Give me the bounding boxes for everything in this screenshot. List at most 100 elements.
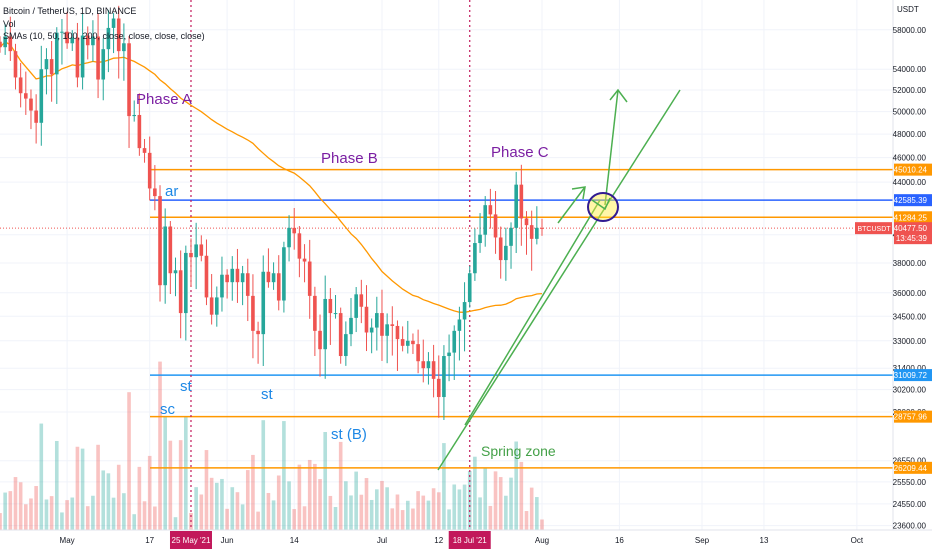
volume-bar <box>452 484 457 530</box>
candle-body <box>189 252 193 258</box>
volume-bar <box>65 500 69 530</box>
price-tick-label: 58000.00 <box>893 26 927 35</box>
volume-bar <box>442 443 446 530</box>
price-tick-label: 25550.00 <box>893 478 927 487</box>
volume-bar <box>426 500 431 530</box>
candle-body <box>292 227 297 234</box>
volume-bar <box>457 489 462 530</box>
candle-body <box>127 43 131 117</box>
volume-bar <box>354 471 358 530</box>
volume-bar <box>8 491 13 530</box>
candle-body <box>405 340 410 346</box>
date-tick-label: Oct <box>851 536 864 545</box>
candle-body <box>266 271 271 283</box>
candle-body <box>338 313 343 357</box>
volume-bar <box>307 459 312 530</box>
wyckoff-event-label: ar <box>165 183 178 200</box>
candle-body <box>535 227 539 239</box>
currency-selector[interactable]: USDT <box>897 5 919 14</box>
volume-bar <box>147 455 152 530</box>
candle-body <box>173 270 178 274</box>
price-tick-label: 23600.00 <box>893 522 927 531</box>
trend-line <box>464 199 601 426</box>
symbol-label: BTCUSDT <box>857 226 891 233</box>
volume-bar <box>18 482 23 530</box>
volume-bar <box>421 495 426 530</box>
candle-body <box>524 218 529 226</box>
volume-bar <box>0 513 2 530</box>
volume-bar <box>431 488 436 530</box>
last-price-countdown: 13:45:39 <box>896 234 928 243</box>
volume-bar <box>49 496 54 530</box>
candle-body <box>60 31 64 33</box>
price-tick-label: 44000.00 <box>893 178 927 187</box>
volume-bar <box>261 420 266 530</box>
volume-bar <box>132 514 137 530</box>
candle-body <box>297 233 302 259</box>
date-marker-lines <box>190 0 471 530</box>
candle-body <box>380 313 384 336</box>
date-tick-label: Jul <box>377 536 387 545</box>
phase-label: Phase B <box>321 150 378 167</box>
volume-bar <box>359 494 364 530</box>
arrowhead <box>609 88 628 103</box>
arrow-up <box>557 186 586 224</box>
volume-bar <box>163 416 167 530</box>
price-tick-label: 34500.00 <box>893 312 927 321</box>
candle-body <box>96 36 100 80</box>
wyckoff-event-label: st <box>180 378 193 395</box>
volume-bar <box>462 484 467 530</box>
volume-bar <box>137 466 142 530</box>
candle-body <box>158 196 162 286</box>
volume-bar <box>251 454 255 530</box>
price-tick-label: 38000.00 <box>893 259 927 268</box>
candle-body <box>199 244 204 256</box>
candle-body <box>153 188 157 197</box>
volume-bar <box>323 432 328 530</box>
candle-body <box>390 324 395 326</box>
candle-body <box>245 273 250 296</box>
volume-bar <box>498 477 503 530</box>
volume-bar <box>318 479 322 530</box>
horizontal-levels: BTCUSDT <box>0 168 893 469</box>
volume-bar <box>96 444 100 530</box>
candle-body <box>54 32 59 75</box>
volume-bar <box>282 421 286 530</box>
volume-bar <box>276 475 281 530</box>
volume-bar <box>245 470 250 530</box>
candle-body <box>411 340 415 345</box>
candle-body <box>359 294 364 307</box>
candle-body <box>0 41 2 48</box>
candle-body <box>344 334 348 357</box>
candle-body <box>168 226 173 274</box>
candle-body <box>483 205 488 235</box>
volume-bar <box>338 441 343 530</box>
candle-body <box>44 59 49 70</box>
volume-bar <box>75 446 80 530</box>
volume-bar <box>328 495 333 530</box>
volume-bar <box>116 464 121 530</box>
level-badge <box>894 461 932 474</box>
candle-body <box>142 148 147 153</box>
candle-body <box>122 43 126 52</box>
candle-body <box>137 114 142 149</box>
candle-body <box>65 31 69 44</box>
candle-body <box>287 227 291 248</box>
volume-bar <box>287 481 291 530</box>
candle-body <box>323 298 328 350</box>
candle-body <box>75 37 80 78</box>
volume-bar <box>478 497 482 530</box>
candle-body <box>251 295 255 331</box>
candle-body <box>49 59 54 75</box>
level-label: 42585.39 <box>894 196 928 205</box>
volume-bar <box>240 504 245 530</box>
level-badge <box>894 369 932 382</box>
volume-bar <box>364 478 369 530</box>
date-tick-label: 16 <box>615 536 624 545</box>
candle-body <box>3 36 7 48</box>
volume-bar <box>344 481 348 530</box>
wyckoff-event-label: sc <box>160 401 176 418</box>
candle-body <box>504 245 508 261</box>
volume-bar <box>101 470 106 530</box>
